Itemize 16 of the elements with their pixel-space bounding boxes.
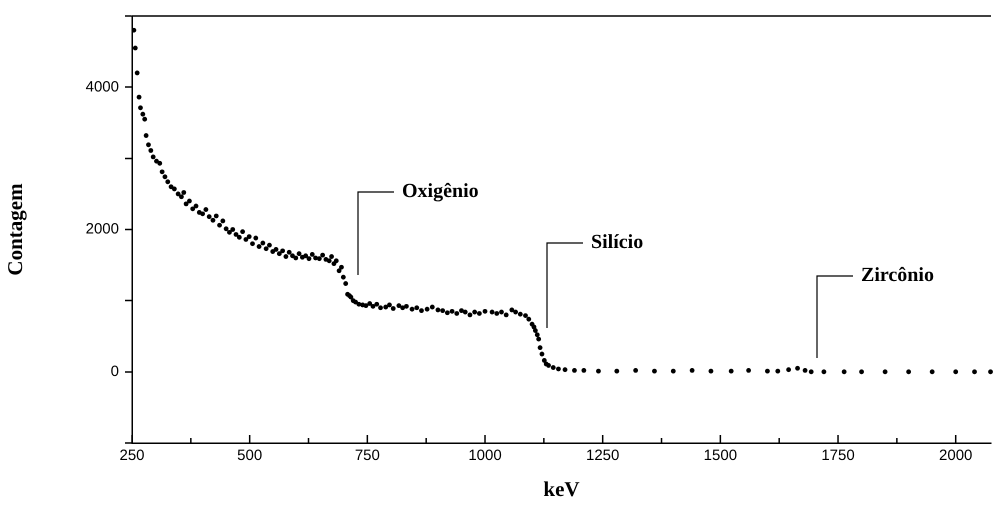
x-tick-label: 2000 bbox=[939, 447, 972, 464]
x-tick-label: 1250 bbox=[586, 447, 620, 464]
y-tick-label: 2000 bbox=[86, 220, 119, 238]
annotation: Oxigênio bbox=[402, 180, 479, 202]
x-tick-label: 750 bbox=[354, 447, 380, 464]
annotation: Zircônio bbox=[861, 264, 934, 286]
x-tick-label: 1000 bbox=[468, 447, 502, 464]
x-tick-label: 1500 bbox=[704, 447, 738, 464]
y-tick-label: 0 bbox=[110, 362, 119, 380]
y-tick-label: 4000 bbox=[86, 78, 119, 96]
y-axis-title: Contagem bbox=[3, 182, 28, 276]
annotation: Silício bbox=[591, 231, 644, 254]
x-tick-label: 250 bbox=[119, 447, 145, 464]
x-tick-label: 1750 bbox=[821, 447, 855, 464]
x-tick-label: 500 bbox=[237, 447, 262, 464]
x-axis-title: keV bbox=[543, 476, 580, 501]
